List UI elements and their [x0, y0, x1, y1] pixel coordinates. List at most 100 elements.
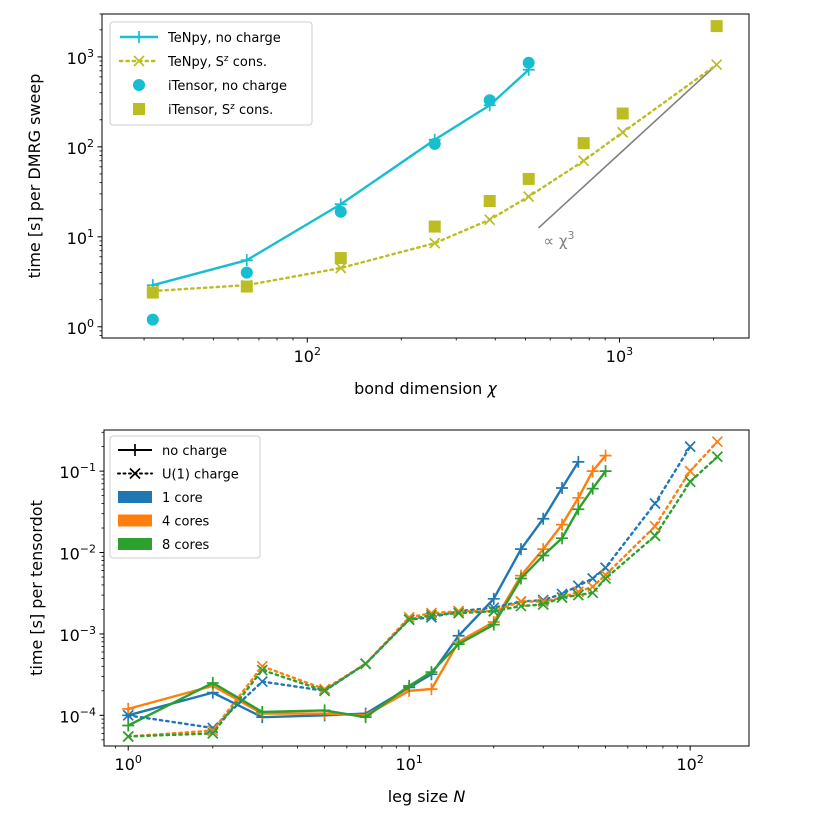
- data-point-plus: [318, 704, 331, 717]
- data-point-x: [572, 589, 584, 601]
- data-point-plus: [206, 676, 219, 689]
- data-point-x: [711, 59, 723, 71]
- data-point-x: [599, 569, 612, 581]
- data-point-x: [617, 126, 629, 138]
- x-tick-label: 100: [115, 753, 142, 774]
- data-point-x: [318, 685, 331, 697]
- data-point-x: [515, 600, 527, 612]
- data-point-circle: [334, 205, 347, 218]
- axes-frame: [101, 13, 750, 339]
- legend-box: [109, 435, 261, 559]
- y-tick-label: 103: [67, 47, 94, 68]
- data-point-x: [649, 530, 661, 542]
- data-point-plus: [256, 705, 269, 718]
- data-point-x: [318, 683, 331, 695]
- data-point-circle: [428, 137, 441, 150]
- data-point-plus: [514, 543, 527, 556]
- data-point-x: [684, 476, 696, 488]
- data-point-x: [572, 586, 584, 598]
- data-point-plus: [556, 482, 569, 495]
- legend-patch: [118, 538, 152, 550]
- data-point-plus: [599, 449, 612, 462]
- data-point-x: [122, 730, 134, 743]
- data-point-x: [578, 155, 590, 167]
- data-point-plus: [572, 455, 585, 468]
- legend-patch: [118, 491, 152, 503]
- data-point-x: [403, 611, 415, 623]
- data-point-x: [523, 190, 535, 203]
- data-point-plus: [537, 549, 550, 562]
- x-tick-label: 101: [395, 753, 422, 774]
- data-point-x: [207, 727, 219, 739]
- legend-box: [109, 21, 313, 126]
- data-point-circle: [146, 313, 159, 326]
- series-line: [127, 440, 719, 738]
- data-point-x: [587, 587, 599, 599]
- data-point-x: [587, 572, 599, 585]
- data-point-x: [429, 237, 441, 249]
- data-point-x: [684, 465, 696, 477]
- data-point-x: [335, 262, 347, 274]
- legend-label: U(1) charge: [162, 468, 239, 483]
- x-axis-label: leg size N: [388, 787, 466, 806]
- data-point-x: [360, 658, 372, 670]
- legend-marker: [133, 31, 145, 43]
- y-tick-label: 10−1: [59, 461, 96, 482]
- data-point-plus: [359, 711, 372, 724]
- data-point-x: [556, 591, 568, 604]
- data-point-plus: [572, 503, 585, 516]
- data-point-x: [484, 214, 496, 226]
- data-point-x: [684, 441, 696, 453]
- data-point-x: [425, 611, 438, 623]
- data-point-square: [146, 286, 159, 299]
- data-point-plus: [599, 465, 612, 478]
- data-point-plus: [572, 491, 585, 504]
- data-point-x: [425, 609, 438, 621]
- legend-label: 4 cores: [162, 515, 210, 530]
- data-point-x: [256, 660, 268, 672]
- legend-label: 8 cores: [162, 538, 210, 553]
- y-axis-label: time [s] per DMRG sweep: [25, 74, 44, 279]
- data-point-plus: [514, 572, 527, 585]
- data-point-circle: [240, 266, 253, 279]
- legend-marker: [129, 467, 141, 480]
- data-point-circle: [483, 94, 496, 107]
- x-tick-label: 102: [676, 753, 703, 774]
- legend-marker: [133, 55, 145, 67]
- data-point-circle: [522, 56, 535, 69]
- data-point-x: [453, 607, 465, 619]
- legend-marker: [133, 103, 145, 115]
- legend-label: TeNpy, no charge: [167, 31, 281, 46]
- data-point-x: [488, 605, 500, 617]
- x-axis-label: bond dimension χ: [354, 379, 497, 398]
- y-axis-label: time [s] per tensordot: [27, 500, 46, 676]
- legend-label: 1 core: [162, 491, 203, 506]
- data-point-plus: [452, 638, 465, 651]
- data-point-plus: [487, 618, 500, 631]
- x-tick-label: 103: [606, 345, 633, 366]
- axes-frame: [103, 429, 750, 747]
- data-point-x: [122, 709, 134, 721]
- data-point-x: [537, 598, 549, 611]
- data-point-square: [522, 172, 535, 185]
- y-tick-label: 10−2: [59, 543, 96, 564]
- data-point-square: [577, 137, 590, 150]
- data-point-plus: [425, 683, 438, 696]
- data-point-x: [256, 675, 268, 688]
- y-tick-label: 102: [67, 137, 94, 158]
- legend-marker: [129, 444, 141, 456]
- data-point-x: [711, 436, 723, 448]
- legend-label: iTensor, no charge: [168, 79, 287, 94]
- data-point-x: [515, 595, 527, 608]
- dmrg-sweep-chart: 102 103 100 101 102 103 bond dimension χ time […: [25, 13, 750, 398]
- legend-marker: [133, 79, 145, 91]
- data-point-plus: [537, 512, 550, 525]
- y-tick-label: 10−4: [59, 705, 96, 726]
- legend-label: iTensor, Sz cons.: [168, 102, 273, 118]
- data-point-x: [649, 520, 661, 532]
- data-point-square: [710, 20, 723, 33]
- data-point-square: [483, 195, 496, 208]
- data-point-plus: [403, 679, 416, 692]
- legend-label: TeNpy, Sz cons.: [167, 54, 267, 70]
